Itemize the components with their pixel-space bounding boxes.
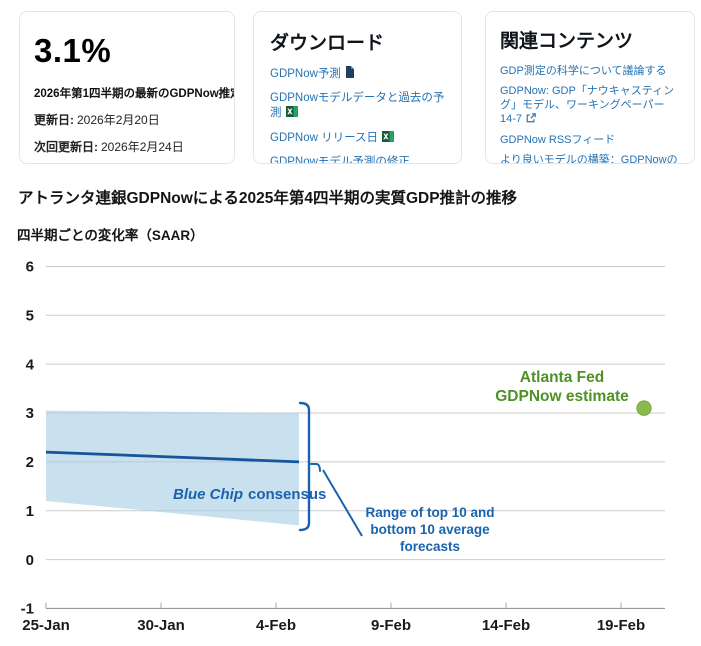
related-link-label: GDPNow RSSフィード xyxy=(500,134,616,147)
excel-file-icon xyxy=(285,106,298,122)
x-tick-label: 4-Feb xyxy=(256,617,296,634)
next-update-value: 2026年2月24日 xyxy=(101,140,184,154)
related-link-label: GDPNow: GDP「ナウキャスティング」モデル、ワーキングペーパー14-7 xyxy=(500,85,675,126)
x-axis: 25-Jan 30-Jan 4-Feb 9-Feb 14-Feb 19-Feb xyxy=(22,602,665,634)
gdpnow-estimate-label-line2: GDPNow estimate xyxy=(495,388,629,405)
next-update-label: 次回更新日: xyxy=(34,140,98,154)
range-annotation-line3: forecasts xyxy=(400,539,460,554)
download-link-label: GDPNowモデル予測の修正（2025年12月23日更新） xyxy=(270,155,410,164)
x-tick-label: 9-Feb xyxy=(371,617,411,634)
blue-chip-range-band xyxy=(46,410,299,526)
updated-value: 2026年2月20日 xyxy=(77,113,160,127)
x-tick-label: 25-Jan xyxy=(22,617,70,634)
blue-chip-range-band-area xyxy=(46,410,299,526)
y-tick-label: 5 xyxy=(26,308,34,325)
y-tick-label: 2 xyxy=(26,454,34,471)
annotation-connector-line xyxy=(322,469,363,537)
estimate-caption: 2026年第1四半期の最新のGDPNow推定値 xyxy=(34,88,235,100)
gdpnow-estimate-label-line1: Atlanta Fed xyxy=(520,369,604,386)
download-link-label: GDPNowモデルデータと過去の予測 xyxy=(270,92,445,120)
related-link-list: GDP測定の科学について議論する GDPNow: GDP「ナウキャスティング」モデ… xyxy=(500,64,680,164)
blue-chip-consensus-label: consensus xyxy=(248,486,326,503)
related-link[interactable]: GDPNow RSSフィード xyxy=(500,133,680,147)
download-link[interactable]: GDPNowモデル予測の修正（2025年12月23日更新） xyxy=(270,155,445,164)
external-link-icon xyxy=(526,113,536,127)
y-tick-label: 1 xyxy=(26,503,34,520)
related-title: 関連コンテンツ xyxy=(500,31,634,52)
x-tick-label: 19-Feb xyxy=(597,617,645,634)
chart-y-axis-label: 四半期ごとの変化率（SAAR） xyxy=(17,228,204,243)
download-link-label: GDPNow リリース日 xyxy=(270,131,379,144)
download-link[interactable]: GDPNowモデルデータと過去の予測 xyxy=(270,91,445,122)
download-link-label: GDPNow予測 xyxy=(270,68,341,80)
updated-row: 更新日: 2026年2月20日 xyxy=(34,111,220,128)
related-link-label: より良いモデルの構築：GDPNowの変更点の紹介に関するマクロブログ xyxy=(500,154,678,164)
x-tick-label: 14-Feb xyxy=(482,617,530,634)
y-axis-labels: 6 5 4 3 2 1 0 -1 xyxy=(21,259,35,618)
blue-chip-consensus-label-italic: Blue Chip xyxy=(173,486,243,503)
downloads-link-list: GDPNow予測 GDPNowモデルデータと過去の予測 GDPNow リリース日 GD… xyxy=(270,66,445,164)
download-link[interactable]: GDPNow予測 xyxy=(270,66,445,83)
range-bracket xyxy=(298,401,311,532)
gdpnow-estimate-value: 3.1% xyxy=(34,32,112,69)
related-content-card: 関連コンテンツ GDP測定の科学について議論する GDPNow: GDP「ナウキャ… xyxy=(485,11,695,164)
blue-chip-consensus-path xyxy=(45,450,300,464)
range-annotation-line2: bottom 10 average xyxy=(370,522,490,537)
y-tick-label: 3 xyxy=(26,405,34,422)
x-tick-label: 30-Jan xyxy=(137,617,185,634)
y-tick-label: 0 xyxy=(26,552,34,569)
download-link[interactable]: GDPNow リリース日 xyxy=(270,130,445,147)
y-tick-label: 6 xyxy=(26,259,34,276)
downloads-card: ダウンロード GDPNow予測 GDPNowモデルデータと過去の予測 GDPNow … xyxy=(253,11,462,164)
gdpnow-estimate-dot xyxy=(636,400,652,416)
range-bracket-hook xyxy=(310,463,321,472)
chart-title: アトランタ連銀GDPNowによる2025年第4四半期の実質GDP推計の推移 xyxy=(18,190,518,207)
updated-label: 更新日: xyxy=(34,113,74,127)
next-update-row: 次回更新日: 2026年2月24日 xyxy=(34,138,220,155)
gdpnow-chart: 6 5 4 3 2 1 0 -1 25-Jan 30-Jan 4-Feb 9-Feb 14-Feb 19… xyxy=(21,259,665,634)
y-tick-label: -1 xyxy=(21,601,34,618)
related-link[interactable]: より良いモデルの構築：GDPNowの変更点の紹介に関するマクロブログ xyxy=(500,153,680,164)
range-annotation-line1: Range of top 10 and xyxy=(365,505,494,520)
excel-file-icon xyxy=(382,130,395,147)
y-tick-label: 4 xyxy=(26,356,35,373)
gdpnow-estimate-dot-layer xyxy=(636,400,652,416)
related-link[interactable]: GDP測定の科学について議論する xyxy=(500,64,680,78)
related-link-label: GDP測定の科学について議論する xyxy=(500,65,667,77)
blue-chip-consensus-line xyxy=(45,450,300,464)
related-link[interactable]: GDPNow: GDP「ナウキャスティング」モデル、ワーキングペーパー14-7 xyxy=(500,84,680,127)
estimate-card: 3.1% 2026年第1四半期の最新のGDPNow推定値 更新日: 2026年2月… xyxy=(19,11,235,164)
pdf-file-icon xyxy=(345,66,355,83)
downloads-title: ダウンロード xyxy=(270,33,385,54)
